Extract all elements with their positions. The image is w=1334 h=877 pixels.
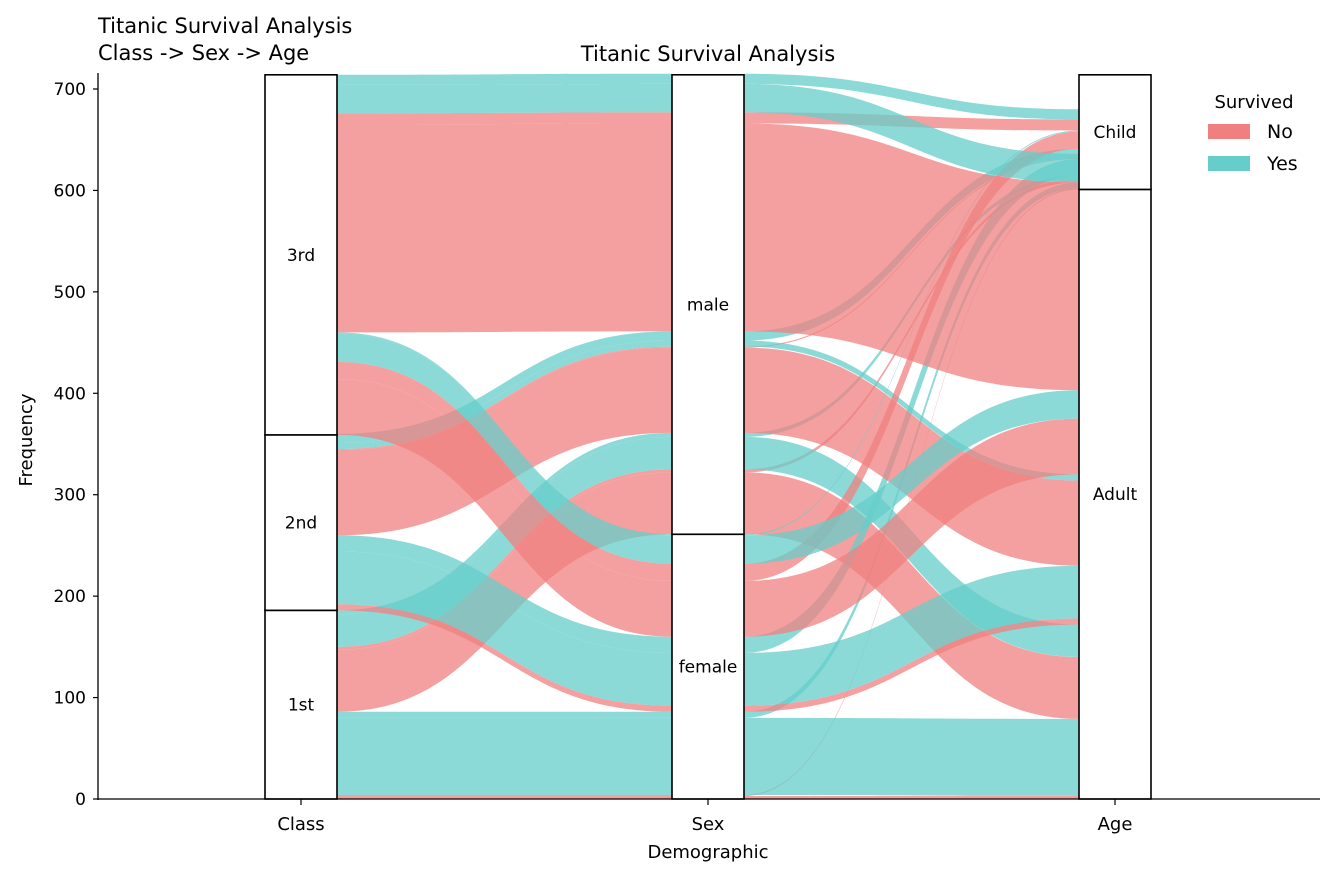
stratum-1st: [264, 609, 338, 800]
flow-band-no: [337, 346, 672, 451]
flow-band-yes: [337, 331, 672, 443]
y-tick-label: 500: [54, 283, 86, 303]
y-tick-label: 100: [54, 689, 86, 709]
flow-band-yes: [337, 436, 672, 647]
y-tick-label: 300: [54, 486, 86, 506]
legend-label: No: [1267, 121, 1293, 143]
stratum-label: Child: [1094, 123, 1137, 143]
flow-band-yes: [337, 711, 672, 718]
flow-band-no: [744, 123, 1079, 391]
flow-band-no: [337, 112, 672, 125]
strata-boxes: 1st 2nd 3rd female male Adult Child: [264, 74, 1152, 800]
stratum-label: female: [679, 658, 738, 678]
y-tick-label: 700: [54, 80, 86, 100]
flow-band-yes: [337, 535, 672, 653]
stratum-label: Adult: [1093, 485, 1138, 505]
flow-band-no: [744, 418, 1079, 637]
flow-band-yes: [337, 83, 672, 114]
y-tick-label: 600: [54, 181, 86, 201]
legend: Survived No Yes: [1208, 92, 1298, 175]
chart-title: Titanic Survival Analysis: [580, 42, 835, 66]
stratum-2nd: [264, 434, 338, 612]
flow-band-yes: [744, 565, 1079, 706]
stratum-label: 1st: [288, 696, 315, 716]
legend-label: Yes: [1266, 153, 1298, 175]
stratum-male: [671, 74, 745, 536]
stratum-label: 2nd: [285, 514, 317, 534]
legend-swatch-no: [1208, 124, 1250, 139]
flow-band-yes: [337, 73, 672, 85]
stratum-child: [1078, 74, 1152, 191]
axes: 0 100 200 300 400 500 600 700 Class Sex Age: [54, 73, 1320, 835]
x-tick-label: Class: [277, 814, 324, 835]
flow-band-no: [744, 618, 1079, 712]
flow-band-yes: [744, 717, 1079, 796]
flow-band-yes: [744, 73, 1079, 120]
flow-band-yes: [744, 340, 1079, 481]
y-axis-label: Frequency: [16, 393, 37, 486]
flow-band-yes: [337, 332, 672, 536]
flow-band-no: [337, 604, 672, 712]
y-tick-label: 0: [75, 790, 86, 810]
flow-band-no: [744, 795, 1079, 799]
x-tick-label: Age: [1098, 814, 1133, 835]
y-tick-label: 200: [54, 587, 86, 607]
flow-band-no: [337, 469, 672, 650]
flow-bands: [337, 73, 1079, 799]
flow-band-yes: [744, 158, 1079, 653]
flow-band-yes: [337, 340, 672, 450]
stratum-adult: [1078, 188, 1152, 800]
flow-band-yes: [744, 83, 1079, 183]
flow-band-no: [337, 379, 672, 637]
flow-band-no: [337, 795, 672, 799]
flow-band-no: [337, 361, 672, 581]
flow-band-yes: [744, 390, 1079, 564]
legend-swatch-yes: [1208, 156, 1250, 171]
flow-band-yes: [337, 717, 672, 795]
stratum-label: 3rd: [287, 246, 315, 266]
x-tick-label: Sex: [692, 814, 725, 835]
flow-band-no: [744, 347, 1079, 566]
legend-title: Survived: [1214, 92, 1293, 113]
chart-subtitle-line-1: Titanic Survival Analysis: [97, 14, 352, 38]
stratum-3rd: [264, 74, 338, 436]
stratum-label: male: [687, 296, 729, 316]
flow-band-no: [337, 123, 672, 333]
x-axis-label: Demographic: [647, 842, 768, 863]
chart-subtitle: Titanic Survival Analysis Class -> Sex -…: [97, 14, 359, 65]
flow-band-no: [337, 794, 672, 796]
chart-subtitle-line-2: Class -> Sex -> Age: [98, 41, 309, 65]
flow-band-yes: [337, 551, 672, 706]
y-tick-label: 400: [54, 384, 86, 404]
flow-band-yes: [337, 333, 672, 564]
